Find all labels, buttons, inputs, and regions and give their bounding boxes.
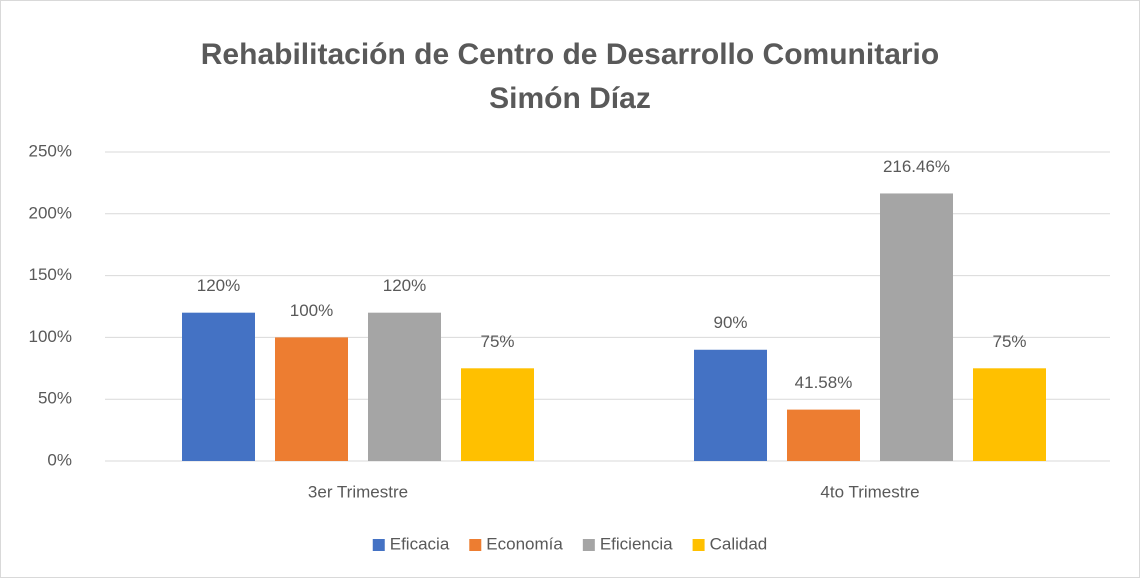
legend-label: Eficacia	[390, 534, 450, 553]
y-tick-label: 250%	[29, 141, 72, 160]
y-tick-label: 150%	[29, 265, 72, 284]
chart-title: Simón Díaz	[489, 82, 651, 115]
bar	[880, 193, 953, 461]
data-label: 216.46%	[883, 157, 950, 176]
bar	[973, 368, 1046, 461]
data-label: 120%	[383, 276, 426, 295]
y-tick-label: 0%	[47, 450, 72, 469]
y-tick-label: 200%	[29, 203, 72, 222]
data-label: 120%	[197, 276, 240, 295]
bar	[368, 312, 441, 461]
x-tick-label: 4to Trimestre	[820, 482, 919, 501]
legend-label: Economía	[486, 534, 563, 553]
legend-swatch	[692, 539, 705, 551]
data-label: 100%	[290, 301, 333, 320]
legend-swatch	[372, 539, 385, 551]
data-label: 75%	[480, 332, 514, 351]
legend-swatch	[469, 539, 482, 551]
y-tick-label: 50%	[38, 389, 72, 408]
bar	[694, 349, 767, 461]
bar	[787, 409, 860, 461]
legend-swatch	[582, 539, 595, 551]
legend-label: Calidad	[710, 534, 768, 553]
bar	[275, 337, 348, 461]
data-label: 41.58%	[795, 373, 853, 392]
legend-label: Eficiencia	[600, 534, 673, 553]
chart-title: Rehabilitación de Centro de Desarrollo C…	[201, 38, 939, 71]
data-label: 75%	[992, 332, 1026, 351]
bar	[182, 312, 255, 461]
data-label: 90%	[713, 313, 747, 332]
y-tick-label: 100%	[29, 327, 72, 346]
bar	[461, 368, 534, 461]
x-tick-label: 3er Trimestre	[308, 482, 408, 501]
